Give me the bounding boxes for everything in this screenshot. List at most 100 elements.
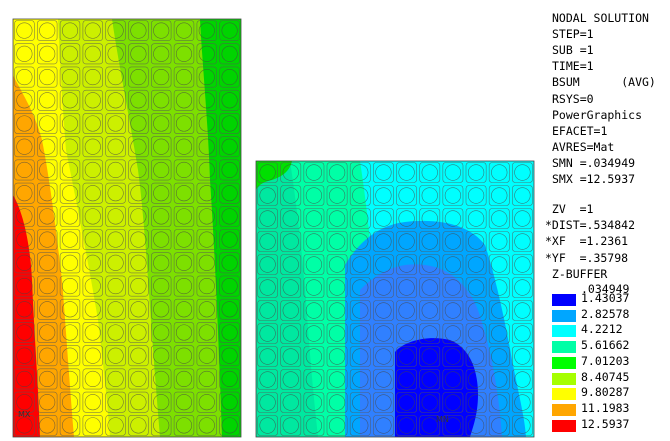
info-line: EFACET=1 bbox=[552, 123, 608, 138]
legend-swatch bbox=[552, 294, 576, 306]
mesh-cell bbox=[128, 159, 149, 181]
mesh-cell bbox=[419, 415, 441, 436]
mesh-cell bbox=[257, 277, 278, 298]
mesh-cell bbox=[303, 231, 325, 252]
mesh-cell bbox=[219, 414, 240, 436]
mesh-cell bbox=[82, 345, 104, 367]
mesh-cell bbox=[59, 136, 81, 158]
mesh-cell bbox=[373, 162, 394, 183]
mesh-cell bbox=[36, 298, 58, 320]
mesh-cell bbox=[280, 162, 302, 183]
mesh-cell bbox=[396, 415, 417, 436]
mesh-cell bbox=[151, 89, 172, 111]
mesh-cell bbox=[59, 89, 81, 111]
mesh-cell bbox=[14, 89, 35, 111]
mesh-cell bbox=[419, 392, 441, 413]
mesh-cell bbox=[36, 20, 58, 42]
mesh-cell bbox=[419, 277, 441, 298]
mesh-cell bbox=[326, 300, 348, 321]
mesh-cell bbox=[219, 136, 240, 158]
mesh-cell bbox=[14, 20, 35, 42]
mesh-cell bbox=[173, 113, 195, 134]
mesh-cell bbox=[442, 162, 464, 183]
mesh-cell bbox=[173, 414, 195, 436]
mesh-cell bbox=[488, 369, 510, 390]
mesh-cell bbox=[128, 20, 149, 42]
mesh-cell bbox=[128, 136, 149, 158]
mesh-cell bbox=[219, 113, 240, 134]
mesh-cell bbox=[128, 368, 149, 390]
mesh-cell bbox=[373, 415, 394, 436]
legend-row: 2.82578 bbox=[552, 307, 670, 323]
mesh-cell bbox=[36, 66, 58, 88]
mesh-cell bbox=[14, 43, 35, 65]
mesh-cell bbox=[105, 391, 126, 413]
mesh-cell bbox=[488, 415, 510, 436]
mesh-cell bbox=[173, 66, 195, 88]
mesh-cell bbox=[280, 323, 302, 344]
mesh-cell bbox=[257, 369, 278, 390]
mesh-cell bbox=[128, 391, 149, 413]
mesh-cell bbox=[303, 300, 325, 321]
mesh-cell bbox=[128, 298, 149, 320]
mesh-cell bbox=[349, 346, 371, 367]
mesh-cell bbox=[373, 277, 394, 298]
mesh-cell bbox=[36, 89, 58, 111]
legend-label: 7.01203 bbox=[581, 353, 630, 368]
mesh-cell bbox=[219, 345, 240, 367]
mesh-cell bbox=[14, 182, 35, 204]
legend-panel: NODAL SOLUTION STEP=1 SUB =1 TIME=1 BSUM (AV… bbox=[545, 0, 670, 441]
mesh-cell bbox=[465, 185, 487, 206]
mesh-cell bbox=[512, 162, 533, 183]
mesh-cell bbox=[196, 391, 217, 413]
mesh-cell bbox=[349, 323, 371, 344]
mesh-cell bbox=[128, 89, 149, 111]
legend-swatch bbox=[552, 388, 576, 401]
mesh-cell bbox=[196, 345, 217, 367]
mesh-cell bbox=[59, 229, 81, 251]
mesh-cell bbox=[105, 252, 126, 274]
mesh-cell bbox=[257, 162, 278, 183]
min-marker-label: MN bbox=[436, 415, 449, 424]
mesh-cell bbox=[303, 162, 325, 183]
view-line: *YF =.35798 bbox=[545, 250, 629, 265]
mesh-cell bbox=[196, 182, 217, 204]
mesh-cell bbox=[257, 231, 278, 252]
mesh-cell bbox=[303, 254, 325, 275]
mesh-cell bbox=[419, 369, 441, 390]
mesh-cell bbox=[465, 300, 487, 321]
mesh-cell bbox=[105, 136, 126, 158]
mesh-cell bbox=[465, 346, 487, 367]
mesh-cell bbox=[59, 345, 81, 367]
mesh-cell bbox=[59, 159, 81, 181]
mesh-cell bbox=[128, 322, 149, 343]
mesh-cell bbox=[396, 254, 417, 275]
mesh-cell bbox=[396, 323, 417, 344]
mesh-cell bbox=[105, 159, 126, 181]
mesh-cell bbox=[128, 205, 149, 227]
mesh-cell bbox=[14, 391, 35, 413]
mesh-cell bbox=[82, 20, 104, 42]
mesh-cell bbox=[151, 298, 172, 320]
mesh-cell bbox=[219, 159, 240, 181]
view-line: ZV =1 bbox=[545, 202, 594, 216]
mesh-cell bbox=[82, 43, 104, 65]
mesh-cell bbox=[151, 66, 172, 88]
mesh-cell bbox=[303, 323, 325, 344]
mesh-cell bbox=[151, 391, 172, 413]
mesh-cell bbox=[36, 322, 58, 343]
mesh-cell bbox=[82, 298, 104, 320]
legend-row: 1.43037 bbox=[552, 291, 670, 307]
legend-label: 5.61662 bbox=[581, 338, 630, 353]
right-block-contours bbox=[256, 161, 534, 437]
mesh-cell bbox=[196, 368, 217, 390]
mesh-cell bbox=[82, 275, 104, 297]
mesh-cell bbox=[442, 231, 464, 252]
mesh-cell bbox=[36, 43, 58, 65]
mesh-cell bbox=[36, 159, 58, 181]
mesh-cell bbox=[219, 298, 240, 320]
mesh-cell bbox=[173, 322, 195, 343]
mesh-cell bbox=[512, 254, 533, 275]
mesh-cell bbox=[219, 229, 240, 251]
mesh-cell bbox=[419, 254, 441, 275]
